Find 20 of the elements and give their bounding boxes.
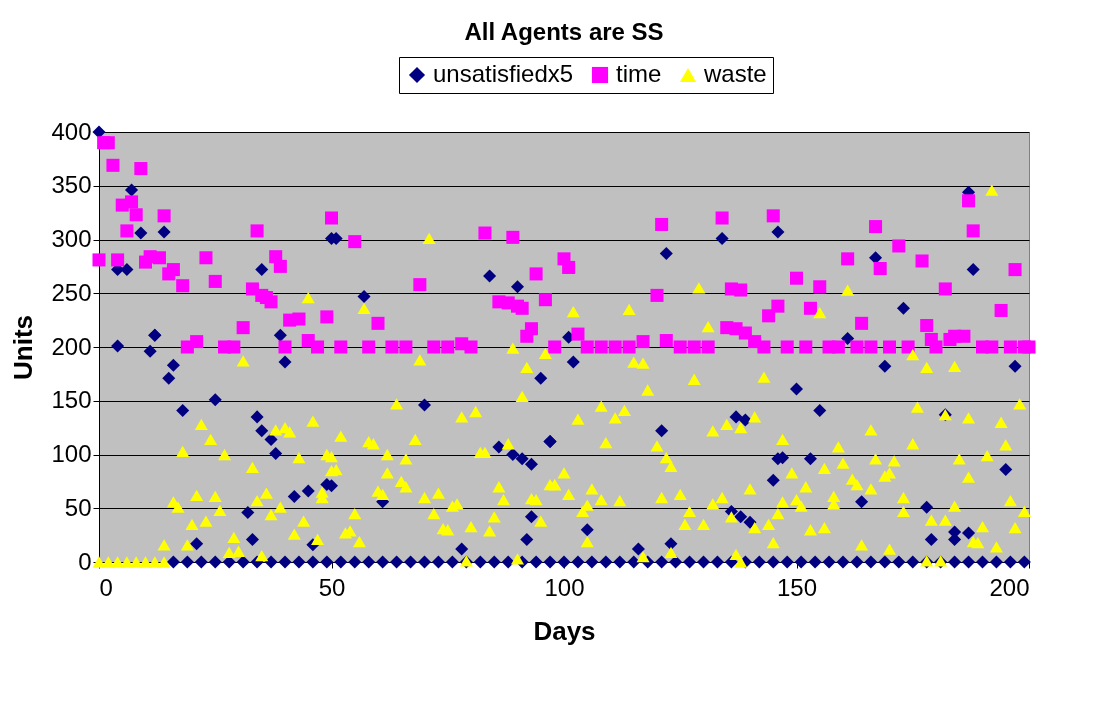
chart-title: All Agents are SS (464, 17, 664, 45)
legend-label: unsatisfiedx5 (433, 60, 574, 87)
x-tick-label: 150 (776, 573, 818, 601)
y-tick-label: 0 (78, 547, 92, 575)
y-tick-label: 300 (51, 225, 92, 252)
y-tick-label: 100 (51, 440, 92, 467)
x-tick-label: 100 (544, 573, 585, 601)
y-tick-label: 150 (51, 386, 92, 414)
x-tick-label: 200 (989, 573, 1030, 601)
x-tick-label: 0 (99, 573, 113, 601)
y-tick-label: 200 (51, 332, 92, 360)
y-tick-label: 400 (51, 117, 92, 145)
legend-label: waste (703, 60, 767, 87)
y-axis-title: Units (8, 315, 39, 380)
x-axis-title: Days (533, 615, 596, 646)
y-tick-label: 250 (51, 278, 92, 306)
legend-label: time (616, 60, 662, 87)
y-tick-label: 50 (64, 493, 92, 521)
y-tick-label: 350 (51, 171, 92, 199)
x-tick-label: 50 (318, 573, 346, 601)
